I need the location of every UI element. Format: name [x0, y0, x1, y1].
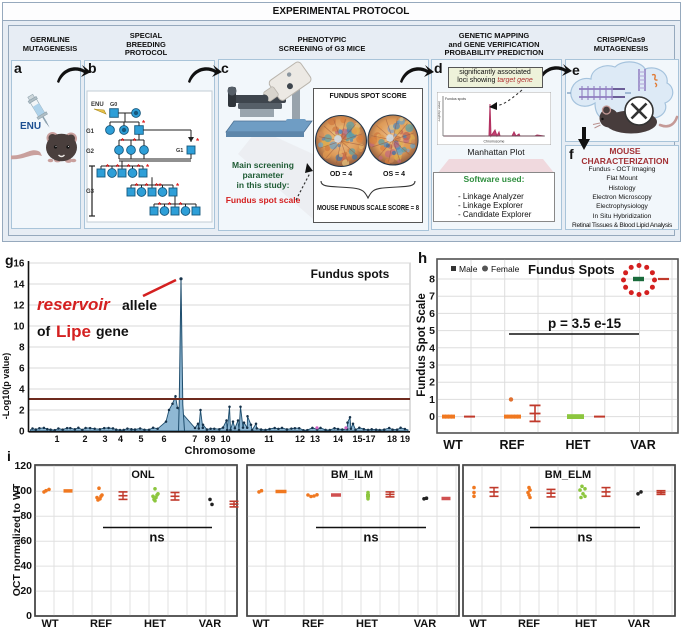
svg-text:VAR: VAR	[414, 618, 436, 628]
svg-text:2: 2	[19, 406, 25, 417]
svg-text:reservoir: reservoir	[37, 295, 111, 314]
svg-text:0: 0	[19, 427, 25, 438]
svg-text:ns: ns	[577, 530, 592, 545]
svg-text:OS = 4: OS = 4	[383, 171, 405, 178]
svg-text:ONL: ONL	[131, 469, 155, 481]
svg-text:13: 13	[310, 434, 320, 444]
svg-text:Fundus spots: Fundus spots	[445, 97, 466, 101]
svg-text:BM_ILM: BM_ILM	[331, 469, 373, 481]
svg-text:*: *	[142, 119, 146, 128]
svg-text:4: 4	[429, 342, 435, 354]
svg-text:WT: WT	[41, 618, 58, 628]
svg-text:G1: G1	[176, 148, 183, 154]
svg-text:*: *	[106, 163, 110, 172]
svg-text:VAR: VAR	[630, 438, 655, 452]
svg-text:WT: WT	[252, 618, 269, 628]
svg-text:11: 11	[264, 434, 274, 444]
svg-text:*: *	[135, 182, 139, 191]
svg-text:6: 6	[161, 434, 166, 444]
svg-text:-Log10(p value): -Log10(p value)	[1, 353, 11, 420]
svg-text:Male: Male	[459, 264, 478, 274]
svg-text:BM_ELM: BM_ELM	[545, 469, 591, 481]
svg-text:1: 1	[54, 434, 59, 444]
svg-text:VAR: VAR	[199, 618, 221, 628]
svg-text:8: 8	[19, 343, 25, 354]
svg-text:HET: HET	[575, 618, 597, 628]
svg-text:G3: G3	[86, 189, 95, 195]
svg-text:10: 10	[13, 322, 25, 333]
svg-text:ns: ns	[363, 530, 378, 545]
svg-text:Female: Female	[491, 264, 520, 274]
svg-text:2: 2	[82, 434, 87, 444]
svg-text:12: 12	[13, 301, 25, 312]
svg-text:REF: REF	[302, 618, 324, 628]
svg-text:HET: HET	[566, 438, 591, 452]
svg-text:3: 3	[102, 434, 107, 444]
svg-text:WT: WT	[443, 438, 463, 452]
svg-text:*: *	[145, 182, 149, 191]
svg-text:8: 8	[204, 434, 209, 444]
svg-text:7: 7	[192, 434, 197, 444]
svg-text:ENU: ENU	[91, 102, 104, 108]
svg-text:G0: G0	[110, 102, 117, 108]
svg-text:-Log10(p value): -Log10(p value)	[437, 101, 441, 122]
svg-text:p = 3.5 e-15: p = 3.5 e-15	[548, 316, 622, 331]
svg-text:Lipe: Lipe	[56, 322, 91, 341]
svg-text:4: 4	[19, 385, 25, 396]
svg-text:0: 0	[429, 411, 435, 423]
svg-text:6: 6	[429, 308, 435, 320]
svg-text:HET: HET	[356, 618, 378, 628]
svg-text:G2: G2	[86, 149, 95, 155]
svg-text:*: *	[116, 163, 120, 172]
svg-text:ns: ns	[149, 530, 164, 545]
svg-text:*: *	[196, 137, 200, 146]
svg-text:7: 7	[429, 291, 435, 303]
svg-text:OD = 4: OD = 4	[330, 171, 352, 178]
svg-text:*: *	[168, 201, 172, 210]
svg-text:REF: REF	[518, 618, 540, 628]
svg-text:12: 12	[295, 434, 305, 444]
svg-text:*: *	[158, 201, 162, 210]
svg-text:REF: REF	[90, 618, 112, 628]
svg-text:3: 3	[429, 360, 435, 372]
svg-text:*: *	[133, 137, 137, 146]
svg-text:*: *	[127, 163, 131, 172]
svg-text:REF: REF	[500, 438, 525, 452]
svg-text:5: 5	[429, 325, 435, 337]
svg-text:*: *	[176, 182, 180, 191]
svg-text:Chromosome: Chromosome	[185, 445, 256, 457]
svg-text:G1: G1	[86, 129, 95, 135]
svg-text:*: *	[159, 182, 163, 191]
svg-text:*: *	[137, 163, 141, 172]
svg-text:allele: allele	[122, 297, 157, 313]
svg-text:9: 9	[210, 434, 215, 444]
svg-text:of: of	[37, 323, 51, 339]
svg-text:19: 19	[400, 434, 410, 444]
svg-text:WT: WT	[469, 618, 486, 628]
svg-text:*: *	[146, 163, 150, 172]
svg-text:16: 16	[13, 259, 25, 270]
svg-text:6: 6	[19, 364, 25, 375]
svg-text:HET: HET	[144, 618, 166, 628]
svg-text:*: *	[179, 201, 183, 210]
svg-text:2: 2	[429, 377, 435, 389]
svg-text:Chromosome: Chromosome	[483, 140, 504, 144]
svg-text:*: *	[121, 137, 125, 146]
svg-text:Fundus Spots: Fundus Spots	[528, 262, 615, 277]
svg-text:8: 8	[429, 274, 435, 286]
svg-text:ENU: ENU	[20, 121, 41, 132]
svg-text:4: 4	[118, 434, 123, 444]
svg-text:VAR: VAR	[628, 618, 650, 628]
svg-text:gene: gene	[96, 323, 129, 339]
svg-text:15-17: 15-17	[352, 434, 375, 444]
svg-text:MOUSE FUNDUS SCALE SCORE = 8: MOUSE FUNDUS SCALE SCORE = 8	[317, 203, 419, 212]
svg-text:18: 18	[387, 434, 397, 444]
svg-text:1: 1	[429, 394, 435, 406]
svg-text:10: 10	[221, 434, 231, 444]
svg-text:14: 14	[333, 434, 343, 444]
svg-text:14: 14	[13, 280, 25, 291]
svg-text:Fundus spots: Fundus spots	[311, 267, 390, 281]
svg-text:5: 5	[138, 434, 143, 444]
svg-text:*: *	[155, 182, 159, 191]
